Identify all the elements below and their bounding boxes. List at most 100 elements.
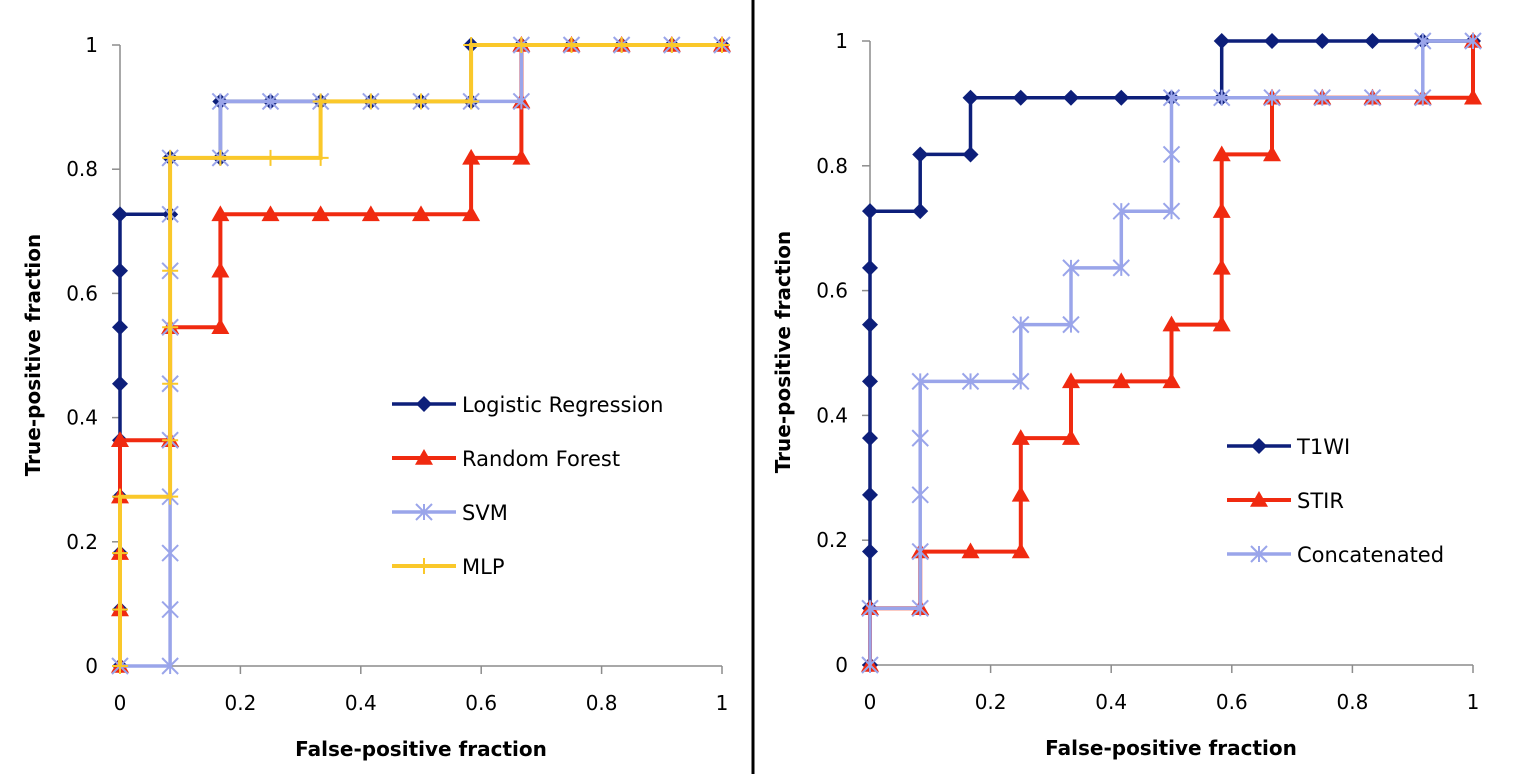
data-point-mlp	[112, 545, 128, 562]
data-point-logistic-regression	[112, 375, 128, 392]
data-point-logistic-regression	[112, 206, 128, 223]
data-point-concatenated	[861, 599, 879, 617]
data-point-t1wi	[1012, 89, 1029, 106]
data-point-stir	[1061, 372, 1080, 389]
x-tick-label: 0.8	[586, 691, 618, 715]
data-point-t1wi	[1062, 89, 1079, 106]
y-tick-label: 0.4	[66, 406, 98, 430]
data-point-svm	[161, 600, 179, 619]
data-point-stir	[961, 542, 980, 559]
x-tick-label: 0.4	[345, 691, 377, 715]
data-point-mlp	[162, 375, 179, 392]
data-point-concatenated	[1012, 372, 1030, 391]
data-point-concatenated	[1263, 89, 1281, 107]
data-point-random-forest	[261, 205, 280, 222]
series-mlp	[112, 37, 730, 674]
data-point-stir	[1162, 372, 1181, 389]
data-point-stir	[1011, 542, 1030, 559]
data-point-t1wi	[862, 373, 878, 390]
asterisk-marker-icon	[1250, 545, 1268, 563]
asterisk-marker-icon	[415, 503, 433, 521]
y-tick-label: 0.6	[816, 279, 848, 303]
data-point-mlp	[613, 37, 630, 53]
data-point-t1wi	[862, 543, 878, 560]
data-point-logistic-regression	[112, 262, 128, 279]
data-point-mlp	[212, 149, 229, 166]
data-point-concatenated	[911, 429, 929, 447]
legend-label: SVM	[462, 501, 508, 525]
x-tick-label: 0.6	[1216, 690, 1248, 714]
data-point-random-forest	[462, 148, 481, 165]
data-point-t1wi	[1213, 33, 1230, 49]
data-point-mlp	[714, 37, 730, 53]
data-point-t1wi	[1264, 33, 1281, 49]
legend-label: MLP	[462, 555, 504, 579]
data-point-concatenated	[911, 599, 929, 617]
data-point-mlp	[162, 319, 179, 336]
data-point-concatenated	[1012, 315, 1030, 334]
data-point-random-forest	[111, 431, 129, 447]
data-point-mlp	[162, 262, 179, 279]
legend: T1WI STIR Concatenated	[1227, 435, 1444, 567]
data-point-stir	[1212, 202, 1231, 218]
legend-label: T1WI	[1296, 435, 1350, 459]
triangle-marker-icon	[1250, 491, 1268, 507]
diamond-marker-icon	[416, 396, 432, 412]
data-point-random-forest	[311, 205, 330, 222]
data-point-stir	[1263, 145, 1282, 162]
x-tick-label: 0.2	[975, 690, 1007, 714]
series-layer	[861, 32, 1482, 674]
data-point-stir	[1112, 372, 1131, 389]
y-tick-label: 0.8	[66, 157, 98, 181]
data-point-concatenated	[911, 486, 929, 504]
data-point-mlp	[112, 658, 128, 674]
data-point-t1wi	[1364, 33, 1381, 49]
legend-label: Random Forest	[462, 447, 620, 471]
data-point-concatenated	[1414, 89, 1432, 107]
data-point-concatenated	[1112, 259, 1130, 277]
data-point-concatenated	[1162, 89, 1181, 107]
data-point-svm	[161, 544, 179, 562]
data-point-stir	[1212, 315, 1231, 332]
data-point-concatenated	[1162, 145, 1181, 164]
y-axis-title: True-positive fraction	[21, 234, 45, 477]
data-point-t1wi	[862, 486, 878, 503]
legend: Logistic Regression Random Forest SVM MLP	[392, 393, 663, 579]
data-point-t1wi	[862, 430, 878, 447]
data-point-concatenated	[1162, 202, 1181, 220]
data-point-concatenated	[1062, 315, 1080, 334]
legend-label: Concatenated	[1297, 543, 1444, 567]
legend-item-random-forest: Random Forest	[392, 447, 620, 471]
series-line-t1wi	[868, 39, 1473, 665]
data-point-mlp	[162, 488, 179, 505]
data-point-t1wi	[912, 203, 929, 220]
data-point-svm	[161, 657, 179, 675]
data-point-svm	[261, 92, 280, 111]
legend-item-stir: STIR	[1227, 489, 1344, 513]
data-point-mlp	[262, 149, 279, 166]
y-tick-label: 0.2	[66, 530, 98, 554]
x-axis-title: False-positive fraction	[1045, 736, 1297, 760]
data-point-concatenated	[1313, 89, 1331, 107]
x-tick-label: 1	[716, 691, 729, 715]
data-point-mlp	[312, 149, 329, 166]
data-point-concatenated	[1363, 89, 1382, 107]
data-point-concatenated	[1112, 202, 1130, 220]
y-tick-label: 1	[85, 33, 98, 57]
data-point-concatenated	[1464, 32, 1482, 50]
x-axis-title: False-positive fraction	[295, 737, 547, 761]
data-point-concatenated	[1414, 32, 1432, 50]
data-point-concatenated	[1062, 259, 1080, 277]
x-tick-label: 0.4	[1095, 690, 1127, 714]
legend-item-t1wi: T1WI	[1227, 435, 1350, 459]
data-point-stir	[1212, 145, 1231, 162]
legend-item-logistic-regression: Logistic Regression	[392, 393, 663, 417]
data-point-random-forest	[211, 261, 230, 278]
triangle-marker-icon	[415, 449, 433, 465]
data-point-stir	[1061, 429, 1080, 445]
y-tick-label: 0.6	[66, 281, 98, 305]
legend-item-concatenated: Concatenated	[1227, 543, 1444, 567]
data-point-mlp	[312, 93, 329, 110]
x-tick-label: 0	[864, 690, 877, 714]
